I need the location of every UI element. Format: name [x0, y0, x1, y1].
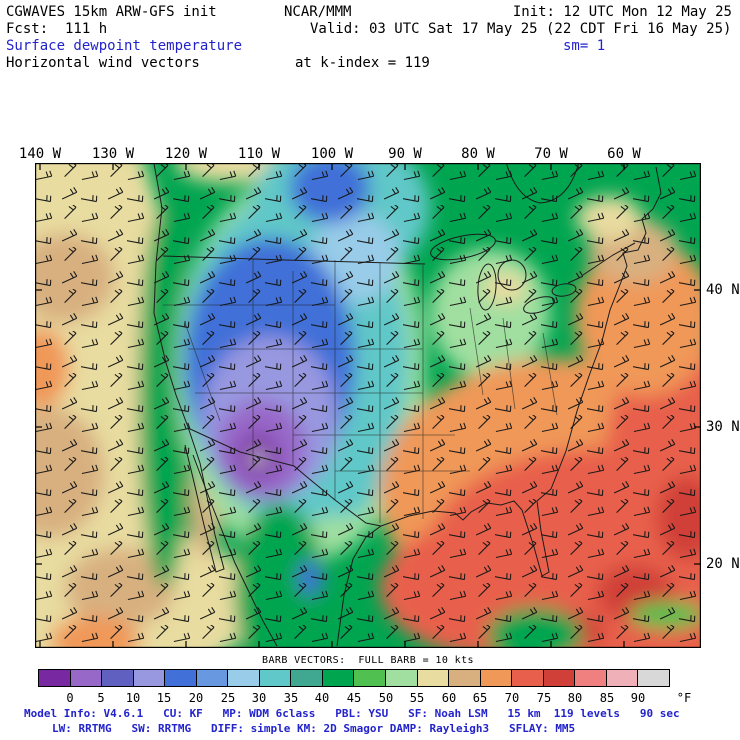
colorbar-tick: 75 — [536, 691, 552, 705]
colorbar-segment — [543, 670, 576, 686]
colorbar — [38, 669, 670, 687]
lon-label: 130 W — [91, 146, 135, 162]
colorbar-tick: 60 — [441, 691, 457, 705]
map-panel — [35, 163, 701, 648]
wind-barbs-overlay — [35, 163, 701, 648]
colorbar-tick: 90 — [630, 691, 646, 705]
colorbar-tick: 35 — [283, 691, 299, 705]
lat-label: 40 N — [706, 282, 740, 298]
barb-legend-label: BARB VECTORS: FULL BARB = 10 kts — [262, 655, 474, 666]
vector-title: Horizontal wind vectors — [6, 55, 200, 71]
colorbar-tick: 80 — [567, 691, 583, 705]
lon-label: 140 W — [18, 146, 62, 162]
colorbar-tick: 40 — [314, 691, 330, 705]
colorbar-segment — [512, 670, 544, 686]
colorbar-unit: °F — [676, 691, 692, 705]
lon-label: 120 W — [164, 146, 208, 162]
colorbar-segment — [386, 670, 418, 686]
colorbar-tick: 50 — [378, 691, 394, 705]
colorbar-tick: 5 — [97, 691, 105, 705]
colorbar-tick: 15 — [156, 691, 172, 705]
center-name: NCAR/MMM — [284, 4, 352, 20]
colorbar-tick: 45 — [346, 691, 362, 705]
lat-label: 30 N — [706, 419, 740, 435]
lon-label: 80 W — [461, 146, 495, 162]
colorbar-segment — [102, 670, 134, 686]
colorbar-tick: 85 — [599, 691, 615, 705]
colorbar-segment — [417, 670, 450, 686]
colorbar-tick: 65 — [472, 691, 488, 705]
colorbar-segment — [354, 670, 387, 686]
lon-label: 70 W — [534, 146, 568, 162]
colorbar-segment — [449, 670, 481, 686]
lon-label: 90 W — [388, 146, 422, 162]
colorbar-tick: 10 — [125, 691, 141, 705]
colorbar-segment — [322, 670, 355, 686]
colorbar-segment — [165, 670, 197, 686]
colorbar-segment — [638, 670, 669, 686]
level-label: at k-index = 119 — [295, 55, 430, 71]
colorbar-tick: 20 — [188, 691, 204, 705]
colorbar-segment — [606, 670, 639, 686]
lat-label: 20 N — [706, 556, 740, 572]
field-title: Surface dewpoint temperature — [6, 38, 243, 54]
colorbar-segment — [196, 670, 229, 686]
colorbar-segment — [259, 670, 292, 686]
model-title: CGWAVES 15km ARW-GFS init — [6, 4, 217, 20]
colorbar-segment — [575, 670, 607, 686]
colorbar-tick: 25 — [220, 691, 236, 705]
colorbar-tick: 0 — [66, 691, 74, 705]
model-info-line1: Model Info: V4.6.1 CU: KF MP: WDM 6class… — [24, 707, 680, 720]
map-ticks — [35, 163, 701, 648]
colorbar-segment — [39, 670, 71, 686]
lon-label: 60 W — [607, 146, 641, 162]
map-canvas — [35, 163, 701, 648]
colorbar-tick: 70 — [504, 691, 520, 705]
colorbar-segment — [70, 670, 103, 686]
lon-label: 110 W — [237, 146, 281, 162]
init-time: Init: 12 UTC Mon 12 May 25 — [512, 4, 732, 20]
colorbar-segment — [480, 670, 513, 686]
colorbar-segment — [291, 670, 323, 686]
smoothing-label: sm= 1 — [563, 38, 606, 54]
lon-label: 100 W — [310, 146, 354, 162]
colorbar-segment — [133, 670, 166, 686]
colorbar-tick: 30 — [251, 691, 267, 705]
map-frame — [35, 163, 701, 648]
forecast-hour: Fcst: 111 h — [6, 21, 108, 37]
colorbar-segment — [228, 670, 260, 686]
model-info-line2: LW: RRTMG SW: RRTMG DIFF: simple KM: 2D … — [52, 722, 576, 735]
colorbar-tick: 55 — [409, 691, 425, 705]
valid-time: Valid: 03 UTC Sat 17 May 25 (22 CDT Fri … — [310, 21, 732, 37]
